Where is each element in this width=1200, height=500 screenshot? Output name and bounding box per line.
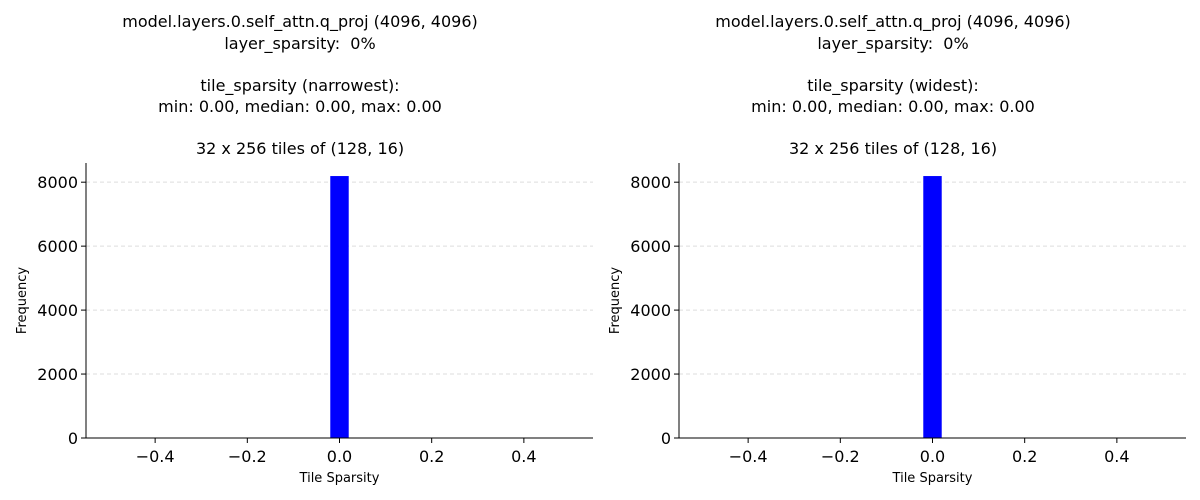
chart-title-line: 32 x 256 tiles of (128, 16): [788, 139, 998, 158]
x-tick-label: 0.2: [419, 447, 444, 466]
x-tick-label: −0.2: [821, 447, 860, 466]
x-tick-label: 0.0: [327, 447, 352, 466]
y-tick-label: 2000: [630, 365, 671, 384]
chart-title-line: model.layers.0.self_attn.q_proj (4096, 4…: [715, 12, 1071, 31]
x-tick-label: −0.2: [228, 447, 267, 466]
y-tick-label: 6000: [630, 237, 671, 256]
chart-title-line: model.layers.0.self_attn.q_proj (4096, 4…: [122, 12, 478, 31]
histogram-bar: [330, 176, 349, 438]
y-tick-label: 0: [661, 429, 671, 448]
y-tick-label: 4000: [630, 301, 671, 320]
x-axis-label: Tile Sparsity: [892, 471, 973, 486]
x-axis-label: Tile Sparsity: [299, 471, 380, 486]
histogram-plot: 0 2000 4000 6000 8000 −0.4 −0.2 0.0 0.2 0.4 Tile S…: [608, 163, 1186, 486]
chart-title-line: 32 x 256 tiles of (128, 16): [195, 139, 405, 158]
x-tick-label: −0.4: [729, 447, 768, 466]
chart-title-line: tile_sparsity (narrowest):: [200, 76, 400, 95]
y-tick-label: 4000: [37, 301, 78, 320]
chart-title-line: layer_sparsity: 0%: [817, 34, 969, 53]
histogram-plot: 0 2000 4000 6000 8000 −0.4 −0.2 0.0 0.2 0.4 Tile S…: [15, 163, 593, 486]
y-axis-label: Frequency: [15, 267, 30, 334]
y-tick-label: 8000: [37, 173, 78, 192]
x-tick-label: 0.0: [920, 447, 945, 466]
histogram-bar: [923, 176, 942, 438]
chart-title-line: layer_sparsity: 0%: [224, 34, 376, 53]
y-tick-label: 0: [68, 429, 78, 448]
chart-title-line: min: 0.00, median: 0.00, max: 0.00: [751, 97, 1035, 116]
chart-title-line: tile_sparsity (widest):: [807, 76, 979, 95]
y-tick-label: 8000: [630, 173, 671, 192]
y-axis-label: Frequency: [608, 267, 623, 334]
x-tick-label: −0.4: [136, 447, 175, 466]
x-tick-label: 0.4: [511, 447, 536, 466]
y-tick-label: 2000: [37, 365, 78, 384]
x-tick-label: 0.4: [1104, 447, 1129, 466]
x-tick-label: 0.2: [1012, 447, 1037, 466]
histogram-panel-widest: model.layers.0.self_attn.q_proj (4096, 4…: [593, 0, 1193, 500]
y-tick-label: 6000: [37, 237, 78, 256]
histogram-panel-narrowest: model.layers.0.self_attn.q_proj (4096, 4…: [15, 12, 593, 486]
chart-title-line: min: 0.00, median: 0.00, max: 0.00: [158, 97, 442, 116]
